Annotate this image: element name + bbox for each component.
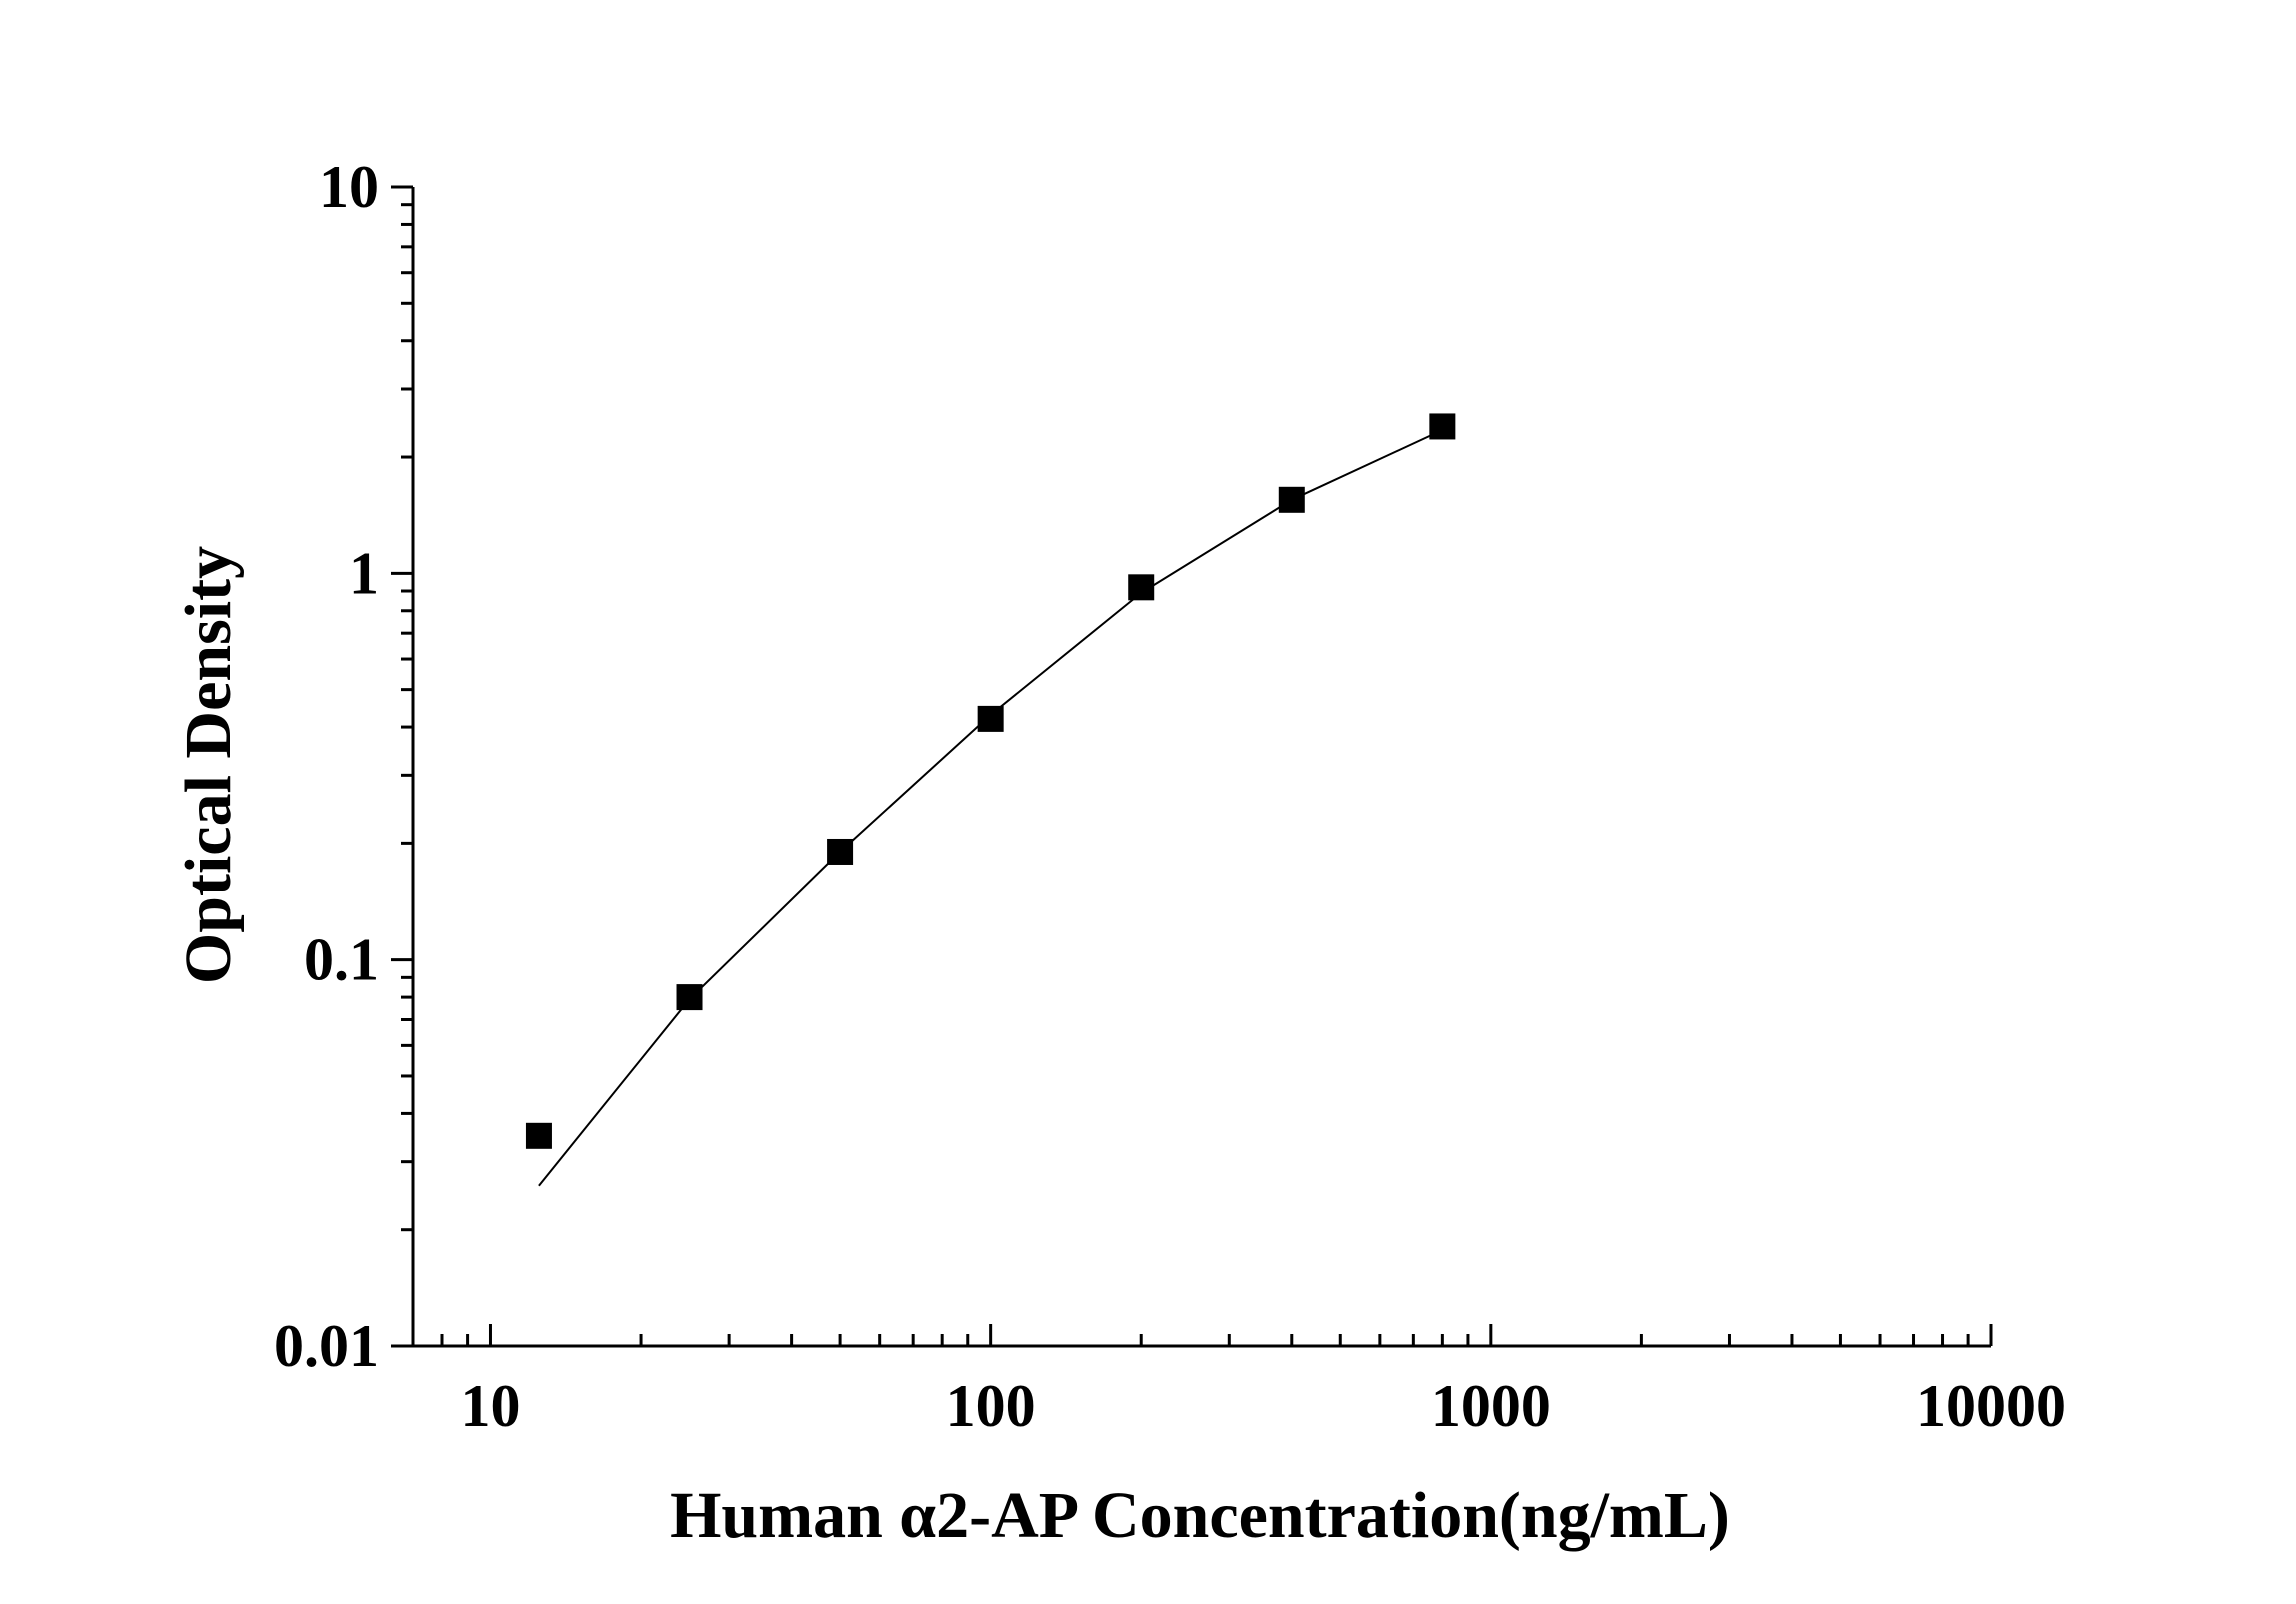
data-point [1128,574,1155,601]
y-axis-title: Optical Density [172,546,245,984]
x-tick-label: 100 [946,1373,1036,1439]
x-tick-label: 10 [460,1373,520,1439]
y-tick-label: 1 [349,540,379,606]
data-points [525,413,1456,1149]
data-point [1429,413,1456,440]
y-ticks: 0.01 0.1 1 10 [274,154,413,1379]
data-point [676,984,703,1011]
fit-curve-group [538,429,1443,1187]
data-point [827,838,854,865]
fit-curve [538,429,1443,1187]
data-point [1278,486,1305,513]
data-point [525,1122,552,1149]
x-tick-label: 1000 [1431,1373,1551,1439]
data-point [977,705,1004,732]
x-axis-title: Human α2-AP Concentration(ng/mL) [670,1479,1730,1552]
axes [411,187,1991,1348]
x-tick-label: 10000 [1916,1373,2066,1439]
y-tick-label: 0.1 [304,927,379,993]
x-ticks: 10 100 1000 10000 [411,1324,2066,1439]
y-tick-label: 10 [319,154,379,220]
y-tick-label: 0.01 [274,1313,379,1379]
